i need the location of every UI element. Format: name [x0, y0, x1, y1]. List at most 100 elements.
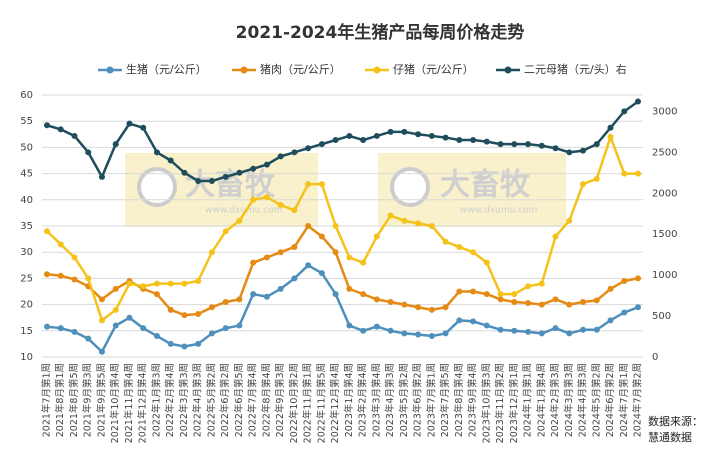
point	[250, 259, 257, 266]
point	[250, 196, 257, 203]
point	[71, 254, 78, 261]
x-tick-label: 2022年3月第3周	[178, 363, 190, 437]
point	[153, 149, 160, 156]
point	[208, 330, 215, 337]
x-tick-label: 2023年8月第4周	[453, 363, 465, 437]
point	[552, 296, 559, 303]
point	[593, 297, 600, 304]
point	[428, 223, 435, 229]
y2-tick-label: 0	[652, 352, 658, 363]
x-tick-label: 2022年12月第4周	[329, 363, 341, 443]
point	[511, 327, 518, 334]
x-tick-label: 2023年3月第4周	[370, 363, 382, 437]
point	[222, 173, 229, 180]
x-tick-label: 2023年10月第3周	[480, 363, 492, 443]
point	[167, 306, 174, 313]
point	[140, 124, 147, 131]
x-tick-label: 2021年10月第4周	[109, 363, 121, 443]
point	[346, 254, 353, 261]
point	[456, 137, 463, 144]
x-tick-label: 2023年2月第4周	[357, 363, 369, 437]
point	[346, 285, 353, 292]
point	[538, 280, 545, 287]
point	[195, 311, 202, 318]
point	[153, 291, 160, 298]
point	[57, 325, 64, 332]
point	[580, 326, 587, 333]
point	[44, 122, 50, 129]
watermark: www.dxumu.com	[460, 206, 537, 216]
point	[277, 249, 284, 256]
point	[483, 322, 490, 329]
point	[126, 280, 133, 287]
watermark: 大畜牧	[440, 168, 531, 203]
point	[593, 175, 600, 182]
point	[153, 280, 160, 287]
point	[525, 141, 532, 148]
x-tick-label: 2022年10月第2周	[288, 363, 300, 443]
point	[291, 243, 298, 250]
x-tick-label: 2023年7月第5周	[439, 363, 451, 437]
point	[552, 325, 559, 332]
point	[167, 280, 174, 287]
point	[44, 228, 50, 235]
y-tick-label: 15	[20, 326, 33, 337]
point	[456, 288, 463, 295]
point	[181, 312, 188, 319]
point	[621, 278, 628, 285]
point	[538, 301, 545, 308]
x-tick-label: 2024年4月第3周	[577, 363, 589, 437]
point	[607, 133, 614, 140]
x-tick-label: 2022年5月第2周	[205, 363, 217, 437]
y-tick-label: 25	[20, 273, 33, 284]
legend-marker	[504, 66, 512, 74]
point	[525, 328, 532, 335]
x-tick-label: 2021年9月第5周	[95, 363, 107, 437]
point	[85, 149, 92, 156]
x-tick-label: 2022年7月第4周	[247, 363, 259, 437]
point	[112, 141, 119, 148]
point	[167, 340, 174, 347]
point	[456, 243, 463, 250]
x-tick-label: 2024年1月第1周	[522, 363, 534, 437]
point	[373, 296, 380, 303]
point	[98, 173, 105, 180]
x-tick-label: 2022年1月第3周	[150, 363, 162, 437]
point	[525, 283, 532, 290]
x-tick-label: 2024年6月第2周	[604, 363, 616, 437]
x-tick-label: 2024年7月第2周	[632, 363, 644, 437]
point	[291, 207, 298, 214]
x-tick-label: 2023年6月第2周	[412, 363, 424, 437]
point	[415, 304, 422, 311]
point	[497, 141, 504, 148]
point	[305, 262, 312, 269]
x-tick-label: 2023年9月第4周	[467, 363, 479, 437]
x-tick-label: 2021年11月第4周	[123, 363, 135, 443]
point	[318, 141, 325, 148]
point	[497, 326, 504, 333]
point	[415, 331, 422, 338]
y2-tick-label: 1000	[652, 270, 677, 281]
x-tick-label: 2021年12月第4周	[137, 363, 149, 443]
x-tick-label: 2024年1月第4周	[535, 363, 547, 437]
point	[263, 194, 270, 201]
point	[44, 271, 50, 278]
x-tick-label: 2023年11月第2周	[494, 363, 506, 443]
x-tick-label: 2021年8月第1周	[54, 363, 66, 437]
source: 数据来源：	[648, 414, 703, 428]
point	[250, 165, 257, 172]
point	[140, 283, 147, 290]
point	[236, 217, 243, 224]
point	[98, 296, 105, 303]
point	[483, 291, 490, 298]
y2-tick-label: 2500	[652, 147, 677, 158]
point	[373, 233, 380, 240]
point	[71, 276, 78, 283]
point	[153, 333, 160, 340]
point	[222, 325, 229, 332]
point	[236, 296, 243, 303]
x-tick-label: 2021年7月第1周	[41, 363, 53, 437]
point	[208, 304, 215, 311]
point	[428, 132, 435, 139]
point	[497, 296, 504, 303]
